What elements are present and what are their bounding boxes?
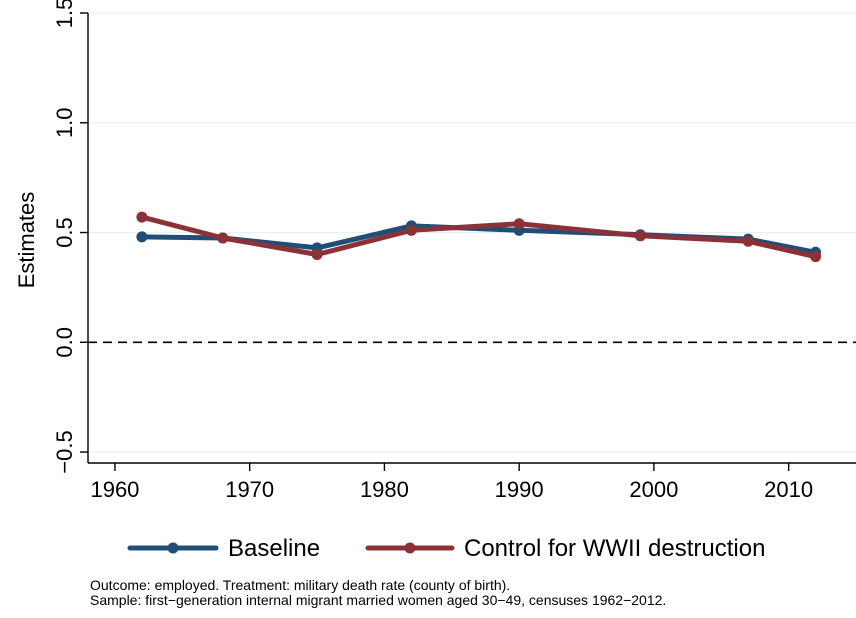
y-tick-label: 0.5 <box>52 217 77 248</box>
data-point <box>634 230 646 242</box>
x-tick-label: 1970 <box>225 477 274 502</box>
legend: Baseline Control for WWII destruction <box>127 535 765 562</box>
x-tick-label: 1960 <box>90 477 139 502</box>
y-tick-label: 1.0 <box>52 107 77 138</box>
chart-notes: Outcome: employed. Treatment: military d… <box>90 577 666 608</box>
series-line-control-wwii <box>139 214 819 260</box>
data-point <box>742 235 754 247</box>
data-point <box>405 224 417 236</box>
data-point <box>136 231 148 243</box>
legend-label: Control for WWII destruction <box>464 535 765 562</box>
axes: −0.5 0.0 0.5 1.0 1.5 1960 1970 1980 1990 2000 2010 <box>52 0 856 502</box>
x-tick-label: 1990 <box>495 477 544 502</box>
data-point <box>217 232 229 244</box>
chart-note: Outcome: employed. Treatment: military d… <box>90 577 510 593</box>
data-point <box>136 211 148 223</box>
y-tick-label: −0.5 <box>52 430 77 473</box>
y-axis-label: Estimates <box>14 192 39 289</box>
x-tick-label: 2010 <box>764 477 813 502</box>
legend-marker <box>167 542 179 554</box>
data-point <box>513 218 525 230</box>
grid-lines <box>88 12 856 453</box>
data-point <box>311 248 323 260</box>
x-tick-label: 2000 <box>629 477 678 502</box>
x-tick-label: 1980 <box>360 477 409 502</box>
data-point <box>810 251 822 263</box>
series-lines <box>136 211 822 263</box>
y-tick-label: 1.5 <box>52 0 77 28</box>
legend-marker <box>404 542 416 554</box>
y-tick-label: 0.0 <box>52 327 77 358</box>
chart-note: Sample: first−generation internal migran… <box>90 592 666 608</box>
legend-label: Baseline <box>228 535 320 562</box>
